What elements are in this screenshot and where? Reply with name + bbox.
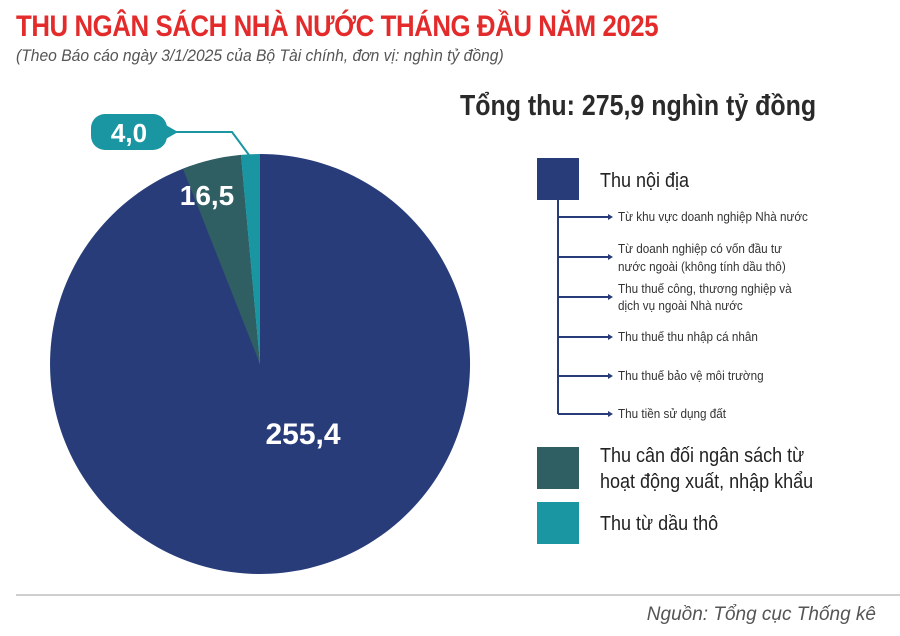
legend-subitem-env-tax: Thu thuế bảo vệ môi trường bbox=[618, 368, 764, 383]
pie-slice-import-export-arc bbox=[182, 154, 260, 364]
legend-subitem-soe: Từ khu vực doanh nghiệp Nhà nước bbox=[618, 209, 808, 224]
legend-label-domestic: Thu nội địa bbox=[600, 170, 690, 192]
total-revenue: Tổng thu: 275,9 nghìn tỷ đồng bbox=[460, 90, 817, 122]
callout-bubble bbox=[91, 114, 167, 150]
source-note: Nguồn: Tổng cục Thống kê bbox=[646, 604, 876, 625]
legend-subitem-private-line1: Thu thuế công, thương nghiệp và bbox=[618, 281, 792, 296]
callout-leader-line bbox=[170, 131, 250, 156]
legend-swatch-crude-oil bbox=[537, 502, 579, 544]
legend-subitem-pit: Thu thuế thu nhập cá nhân bbox=[618, 329, 758, 344]
chart-title: THU NGÂN SÁCH NHÀ NƯỚC THÁNG ĐẦU NĂM 202… bbox=[16, 10, 659, 43]
legend-subitem-fdi-line1: Từ doanh nghiệp có vốn đầu tư bbox=[618, 241, 782, 256]
pie-slice-domestic bbox=[50, 154, 471, 574]
pie-label-import-export: 16,5 bbox=[180, 180, 235, 211]
pie-label-domestic: 255,4 bbox=[265, 418, 340, 451]
legend-label-import-export-line1: Thu cân đối ngân sách từ bbox=[600, 445, 805, 467]
legend-label-crude-oil: Thu từ dầu thô bbox=[600, 513, 719, 535]
legend-swatch-import-export bbox=[537, 447, 579, 489]
legend-label-import-export-line2: hoạt động xuất, nhập khẩu bbox=[600, 471, 814, 493]
footer-divider bbox=[16, 594, 900, 596]
chart-subtitle: (Theo Báo cáo ngày 3/1/2025 của Bộ Tài c… bbox=[16, 46, 504, 65]
legend-subitem-land-use: Thu tiền sử dụng đất bbox=[618, 406, 727, 421]
legend-subitem-private-line2: dịch vụ ngoài Nhà nước bbox=[618, 298, 743, 313]
callout-pointer bbox=[164, 124, 178, 140]
pie-slice-crude-oil bbox=[240, 154, 260, 364]
legend-swatch-domestic bbox=[537, 158, 579, 200]
legend-subitem-fdi-line2: nước ngoài (không tính dầu thô) bbox=[618, 259, 786, 274]
pie-label-crude-oil: 4,0 bbox=[111, 118, 147, 148]
